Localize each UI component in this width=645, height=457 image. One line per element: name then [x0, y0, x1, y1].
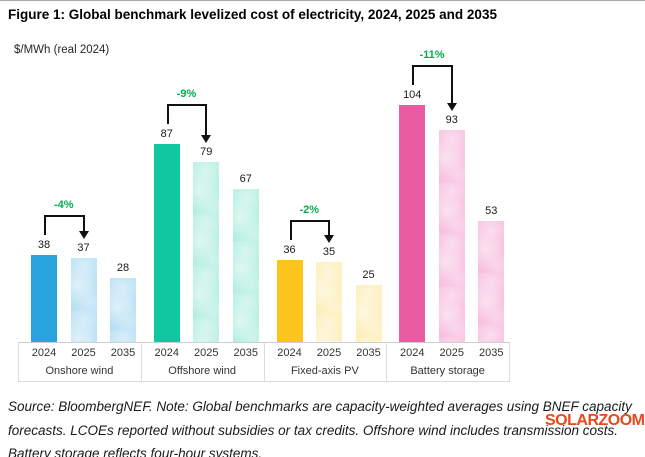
bar-value-label: 104: [403, 88, 422, 101]
axis-group-label-offshore-wind: Offshore wind: [168, 365, 236, 377]
annotation-bracket-top: [412, 64, 452, 67]
axis-year-label: 2035: [233, 347, 258, 359]
axis-year-label: 2025: [71, 347, 96, 359]
annotation-bracket-left: [166, 103, 169, 124]
axis-year-label: 2024: [400, 347, 425, 359]
bar-value-label: 93: [445, 113, 458, 126]
axis-year-label: 2024: [31, 347, 57, 359]
annotation-arrow-shaft: [450, 64, 453, 103]
source-note: Source: BloombergNEF. Note: Global bench…: [8, 395, 632, 457]
axis-group-label-battery-storage: Battery storage: [410, 365, 485, 377]
annotation-bracket-left: [289, 219, 292, 240]
annotation-arrow-shaft: [328, 219, 330, 236]
axis-year-label: 2025: [194, 347, 219, 359]
bar-offshore-wind-2025: [193, 161, 220, 342]
source-note-line-1: Source: BloombergNEF. Note: Global bench…: [8, 399, 632, 414]
annotation-arrow-shaft: [82, 215, 85, 231]
bar-value-label: 67: [239, 173, 252, 186]
axis-group-label-fixed-axis-pv: Fixed-axis PV: [290, 365, 359, 377]
solarzoom-watermark: SOLARZOOM: [545, 412, 645, 429]
y-axis-unit-label: $/MWh (real 2024): [14, 44, 110, 56]
axis-group-cell-fixed-axis-pv: [263, 342, 387, 382]
bar-value-label: 38: [37, 239, 51, 252]
bar-battery-storage-2024: [399, 104, 426, 342]
bar-fixed-axis-pv-2025: [316, 262, 342, 342]
bar-battery-storage-2035: [478, 221, 505, 342]
annotation-arrowhead-icon: [78, 230, 89, 239]
annotation-pct-label: -11%: [419, 48, 445, 61]
bar-value-label: 35: [322, 246, 336, 259]
annotation-arrow-shaft: [205, 103, 208, 135]
bar-value-label: 87: [160, 127, 173, 140]
bar-fixed-axis-pv-2024: [276, 259, 303, 342]
annotation-arrowhead-icon: [201, 134, 212, 143]
axis-group-cell-battery-storage: [386, 342, 510, 382]
axis-year-label: 2035: [110, 347, 136, 359]
source-note-line-3: Battery storage reflects four-hour syste…: [8, 446, 263, 457]
bar-onshore-wind-2025: [70, 257, 97, 342]
axis-year-label: 2024: [154, 347, 179, 359]
annotation-pct-label: -9%: [176, 87, 197, 100]
bar-onshore-wind-2024: [31, 255, 57, 342]
annotation-arrowhead-icon: [446, 102, 457, 111]
annotation-bracket-left: [44, 215, 46, 236]
annotation-arrowhead-icon: [324, 235, 334, 244]
axis-group-cell-onshore-wind: [18, 342, 141, 382]
axis-year-label: 2025: [316, 347, 342, 359]
figure-title: Figure 1: Global benchmark levelized cos…: [8, 7, 497, 22]
annotation-bracket-top: [166, 103, 207, 106]
annotation-bracket-left: [412, 64, 415, 85]
bar-value-label: 79: [200, 145, 213, 158]
annotation-bracket-top: [289, 219, 329, 222]
bar-value-label: 25: [362, 269, 375, 281]
bar-value-label: 36: [283, 243, 296, 256]
bar-battery-storage-2025: [438, 129, 465, 342]
annotation-pct-label: -2%: [299, 203, 320, 216]
source-note-line-2: forecasts. LCOEs reported without subsid…: [8, 422, 619, 438]
axis-year-label: 2025: [439, 347, 464, 359]
axis-year-label: 2035: [479, 347, 504, 359]
bar-offshore-wind-2024: [153, 143, 180, 342]
axis-year-label: 2024: [277, 347, 302, 359]
annotation-bracket-top: [44, 215, 84, 218]
bar-value-label: 28: [116, 262, 130, 275]
bar-onshore-wind-2035: [110, 278, 136, 342]
axis-year-label: 2035: [356, 347, 381, 359]
axis-group-cell-offshore-wind: [140, 342, 264, 382]
bar-value-label: 53: [485, 205, 498, 218]
bar-fixed-axis-pv-2035: [355, 285, 382, 342]
bar-offshore-wind-2035: [232, 189, 259, 342]
axis-group-label-onshore-wind: Onshore wind: [45, 365, 114, 377]
bar-value-label: 37: [77, 241, 90, 254]
annotation-pct-label: -4%: [53, 199, 74, 212]
